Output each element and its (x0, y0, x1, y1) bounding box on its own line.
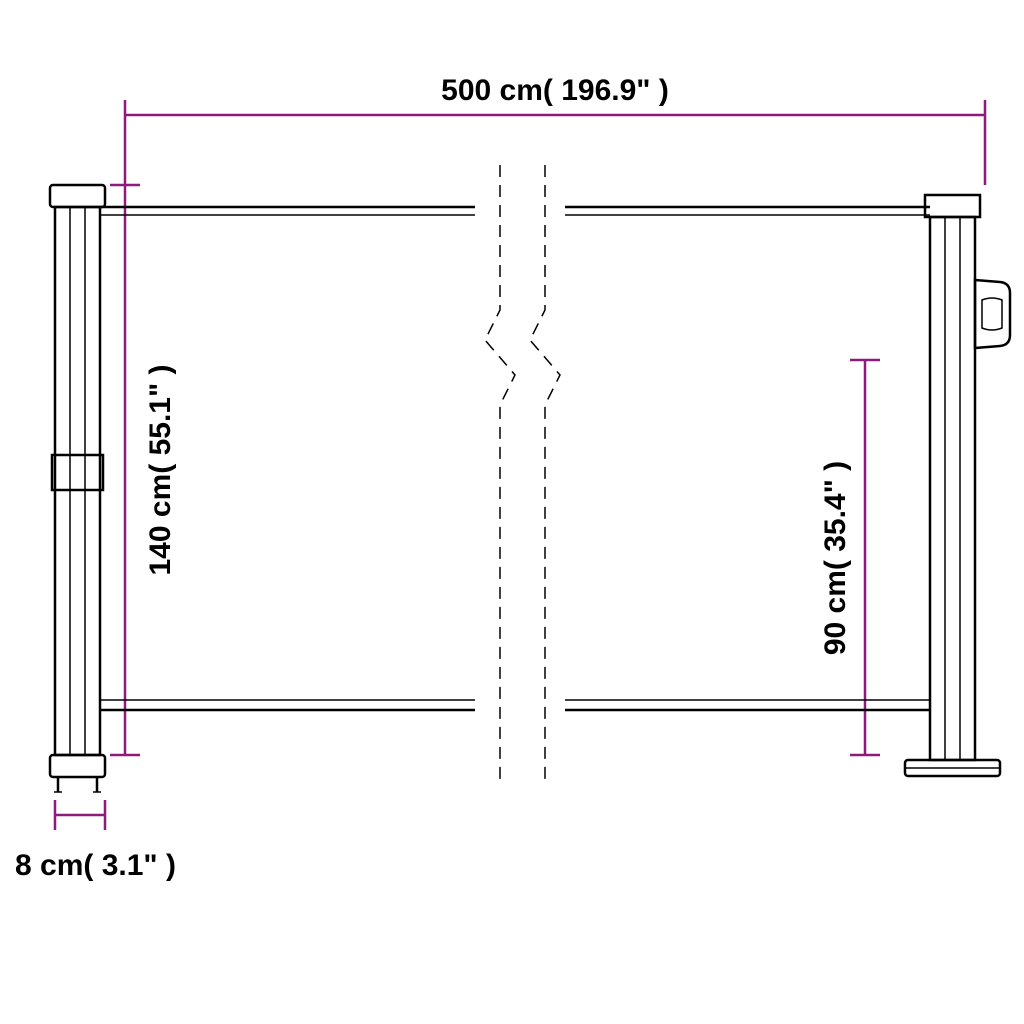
fabric-panel (100, 207, 930, 710)
right-post (905, 195, 1010, 776)
height-dimension: 140 cm( 55.1" ) (110, 185, 177, 755)
dimension-diagram: 500 cm( 196.9" ) 140 cm( 55.1" ) 90 cm( … (0, 0, 1024, 1024)
inner-height-label: 90 cm( 35.4" ) (819, 461, 852, 655)
width-label: 500 cm( 196.9" ) (441, 74, 669, 107)
inner-height-dimension: 90 cm( 35.4" ) (819, 360, 880, 755)
depth-dimension: 8 cm( 3.1" ) (15, 800, 176, 882)
depth-label: 8 cm( 3.1" ) (15, 849, 176, 882)
left-post (50, 185, 105, 792)
handle-icon (975, 280, 1010, 348)
break-lines (485, 165, 560, 780)
height-label: 140 cm( 55.1" ) (144, 364, 177, 575)
width-dimension: 500 cm( 196.9" ) (125, 74, 985, 185)
